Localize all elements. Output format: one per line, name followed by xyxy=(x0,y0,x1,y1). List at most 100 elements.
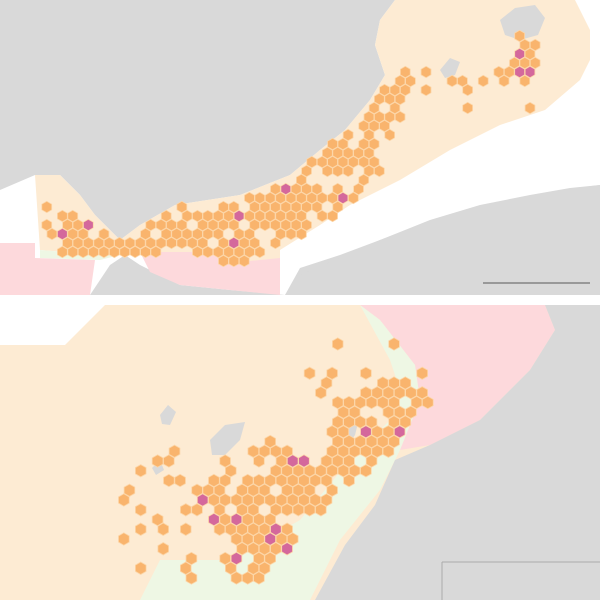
hexbin xyxy=(83,218,94,232)
hexbin xyxy=(371,386,383,400)
hexbin xyxy=(202,227,214,241)
hexbin xyxy=(295,227,307,241)
hexbin xyxy=(176,200,188,214)
hexbin xyxy=(197,236,209,250)
hexbin xyxy=(298,493,310,507)
hexbin xyxy=(191,483,203,497)
hexbin xyxy=(218,236,229,250)
hexbin xyxy=(174,473,186,488)
hexbin xyxy=(343,415,355,429)
hexbin xyxy=(224,464,237,478)
hexbin xyxy=(224,561,237,575)
hexbin xyxy=(67,245,79,259)
hexbin xyxy=(360,425,372,439)
hexbin xyxy=(421,395,434,410)
hexbin xyxy=(382,444,395,458)
hexbin xyxy=(337,155,349,169)
hexbin xyxy=(72,218,84,232)
hexbin xyxy=(420,65,432,79)
hexbin xyxy=(382,405,395,419)
hexbin xyxy=(327,137,338,151)
hexbin xyxy=(420,83,432,97)
hexbin xyxy=(62,236,73,250)
hexbin xyxy=(394,92,406,106)
hexbin xyxy=(67,209,79,223)
africa-land xyxy=(90,185,600,295)
hexbin xyxy=(410,395,423,410)
hexbin xyxy=(519,74,531,88)
hexbin xyxy=(286,454,299,468)
hexbin xyxy=(109,245,120,259)
hexbin xyxy=(192,245,203,259)
hexbin xyxy=(337,425,350,439)
hexbin xyxy=(363,128,375,142)
hexbin xyxy=(342,146,354,160)
hexbin xyxy=(394,74,406,88)
hexbin xyxy=(264,551,277,566)
hexbin xyxy=(379,119,390,133)
hexbin xyxy=(321,164,333,178)
zone-pink xyxy=(360,305,555,450)
hexbin xyxy=(264,191,276,205)
hexbin xyxy=(270,464,282,478)
hexbin xyxy=(254,209,266,223)
hexbin xyxy=(360,386,372,400)
hexbin xyxy=(218,254,229,268)
hexbin xyxy=(519,56,531,70)
hexbin xyxy=(303,503,316,517)
hexbin xyxy=(244,227,255,241)
hexbin xyxy=(228,236,240,250)
hexbin xyxy=(393,425,406,439)
hexbin xyxy=(247,503,260,517)
zone-pink xyxy=(0,243,95,295)
hexbin xyxy=(98,245,110,259)
hexbin xyxy=(290,218,302,232)
hexbin xyxy=(389,83,401,97)
hexbin xyxy=(275,227,286,241)
hexbin xyxy=(332,164,344,178)
hexbin xyxy=(258,561,271,575)
hexbin xyxy=(342,164,354,178)
hexbin xyxy=(233,227,245,241)
hexbin xyxy=(258,483,271,497)
hexbin xyxy=(219,493,231,507)
hexbin xyxy=(270,218,281,232)
hexbin xyxy=(176,218,188,232)
hexbin xyxy=(181,227,193,241)
hexbin xyxy=(247,483,260,497)
hexbin xyxy=(249,236,260,250)
hexbin xyxy=(353,182,364,196)
hexbin xyxy=(228,218,240,232)
hexbin xyxy=(529,56,541,70)
hexbin xyxy=(327,155,338,169)
hexbin xyxy=(223,245,235,259)
hexbin xyxy=(368,119,380,133)
hexbin xyxy=(514,47,525,61)
hexbin xyxy=(145,218,157,232)
hexbin xyxy=(379,83,390,97)
hexbin xyxy=(253,512,265,527)
hexbin xyxy=(67,227,79,241)
hexbin xyxy=(281,542,293,556)
hexbin xyxy=(244,191,255,205)
hexbin xyxy=(140,245,151,259)
hexbin xyxy=(498,74,510,88)
hexbin xyxy=(264,473,277,488)
hexbin xyxy=(72,236,84,250)
hexbin xyxy=(275,473,288,488)
hexbin xyxy=(118,532,130,546)
hexbin xyxy=(331,415,344,429)
hexbin xyxy=(354,395,367,410)
hexbin xyxy=(241,493,254,507)
hexbin xyxy=(384,128,396,142)
hexbin xyxy=(275,191,286,205)
hexbin xyxy=(524,101,536,115)
hexbin xyxy=(295,191,307,205)
hexbin xyxy=(118,493,130,507)
hexbin xyxy=(290,182,302,196)
hexbin xyxy=(192,227,203,241)
hexbin xyxy=(191,503,203,517)
hexbin xyxy=(270,542,282,556)
hexbin xyxy=(306,155,318,169)
